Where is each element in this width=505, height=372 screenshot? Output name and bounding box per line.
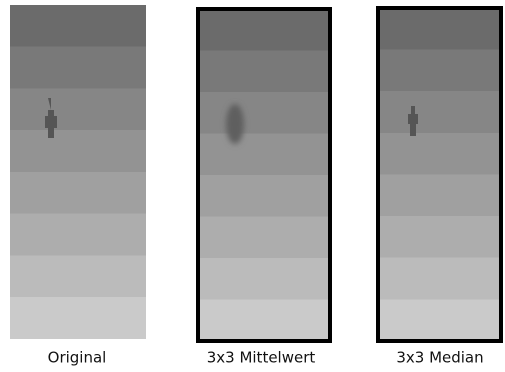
page: Original 3x3 Mittelwert 3x3 Median (() =…: [0, 0, 505, 372]
panel-original: [10, 5, 146, 339]
caption: 3x3 Mittelwert: [207, 349, 316, 367]
figure: Original 3x3 Mittelwert 3x3 Median: [0, 0, 505, 372]
image: [378, 8, 501, 341]
image: [10, 5, 146, 339]
blob: [226, 104, 244, 144]
panel-mean: [198, 9, 330, 341]
panel-median: [378, 8, 501, 341]
caption: Original: [48, 349, 107, 367]
caption: 3x3 Median: [396, 349, 483, 367]
image: [198, 9, 330, 341]
